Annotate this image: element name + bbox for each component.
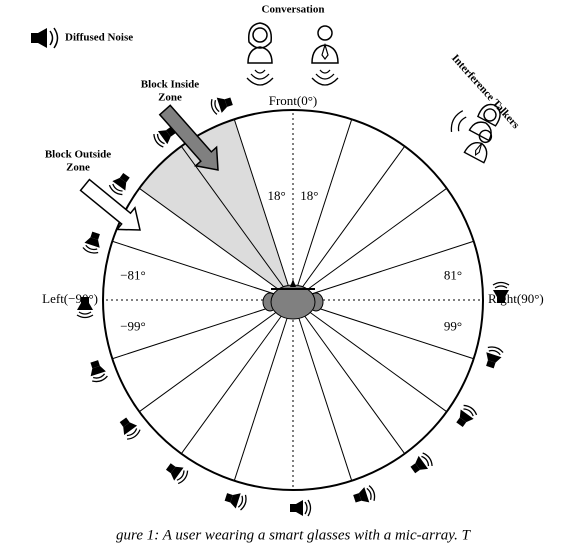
talk-waves-icon [247,70,273,85]
sector-line [293,300,352,481]
speaker-icon [223,489,247,511]
diagram-container: Diffused NoiseConversationBlock InsideZo… [0,0,586,550]
person-male-icon [312,26,338,63]
front-label: Front(0°) [269,93,318,108]
angle-minus-81: −81° [120,268,146,283]
speaker-icon [408,452,434,477]
sector-angle-label: 18° [268,188,286,203]
conversation-label: Conversation [262,4,325,16]
right-label: Right(90°) [488,291,544,306]
figure-caption: gure 1: A user wearing a smart glasses w… [116,527,472,543]
diffused-noise-label: Diffused Noise [65,32,133,44]
sector-line [181,300,293,454]
block-outside-label: Zone [66,162,90,174]
sector-line [234,300,293,481]
speaker-icon [108,171,133,197]
speaker-icon [482,345,504,369]
diffused-noise-icon [31,28,58,48]
speaker-icon [210,94,234,116]
sector-line [293,146,405,300]
angle-minus-99: −99° [120,318,146,333]
person-female-icon [248,23,272,63]
speaker-icon [116,415,141,441]
speaker-icon [87,359,109,383]
speaker-icon [164,460,190,485]
speaker-icon [453,403,478,429]
sector-line [293,300,405,454]
angle-plus-81: 81° [444,268,462,283]
diagram-svg: Diffused NoiseConversationBlock InsideZo… [0,0,586,550]
speaker-icon [290,500,311,516]
speaker-icon [82,230,104,254]
block-outside-label: Block Outside [45,149,111,161]
sector-line [139,300,293,412]
block-inside-label: Zone [158,92,182,104]
angle-plus-99: 99° [444,318,462,333]
sector-line [293,300,447,412]
block-inside-label: Block Inside [141,79,199,91]
sector-angle-label: 18° [300,188,318,203]
speaker-icon [352,485,376,507]
talk-waves-icon [312,70,338,85]
sector-line [293,188,447,300]
sector-line [293,119,352,300]
left-label: Left(−90°) [42,291,98,306]
